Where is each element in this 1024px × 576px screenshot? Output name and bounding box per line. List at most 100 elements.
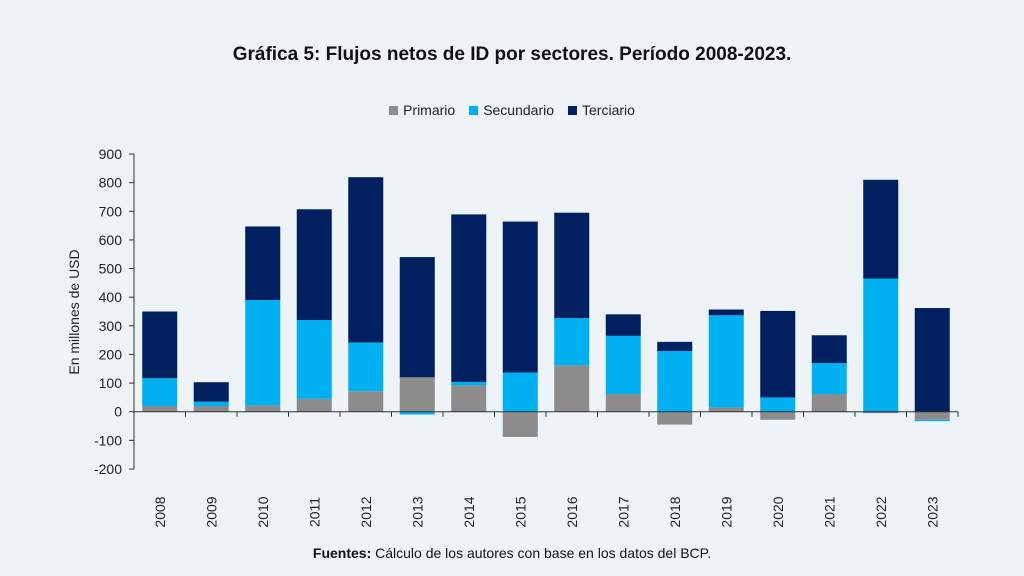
x-tick-label-group: 2013 — [409, 496, 425, 527]
x-tick-label: 2009 — [203, 496, 219, 527]
bar-terciario-2008 — [142, 311, 178, 379]
y-tick-label: 0 — [114, 404, 122, 420]
x-tick-label-group: 2017 — [615, 496, 631, 527]
bar-secundario-2023 — [914, 419, 950, 422]
legend-item-terciario: Terciario — [568, 102, 635, 118]
legend-label-primario: Primario — [403, 102, 456, 118]
y-tick-label: 100 — [99, 375, 123, 391]
x-tick-label-group: 2014 — [461, 496, 477, 527]
bar-terciario-2017 — [605, 314, 641, 336]
bar-terciario-2011 — [296, 209, 332, 321]
y-tick-label: 600 — [99, 232, 123, 248]
legend-swatch-primario — [389, 105, 399, 115]
bar-primario-2010 — [245, 405, 281, 412]
chart-title: Gráfica 5: Flujos netos de ID por sector… — [232, 44, 792, 65]
bar-primario-2011 — [296, 398, 332, 412]
x-tick-label-group: 2021 — [821, 496, 837, 527]
y-tick-label: -200 — [94, 461, 122, 477]
bar-terciario-2014 — [451, 214, 487, 382]
bar-primario-2013 — [399, 377, 435, 412]
bar-primario-2020 — [760, 411, 796, 420]
source-text: Cálculo de los autores con base en los d… — [371, 545, 712, 561]
bar-primario-2009 — [193, 406, 229, 412]
x-tick-label-group: 2016 — [564, 496, 580, 527]
bar-terciario-2009 — [193, 382, 229, 402]
bar-terciario-2020 — [760, 310, 796, 398]
y-tick-label: 200 — [99, 346, 123, 362]
bar-primario-2008 — [142, 406, 178, 412]
bar-secundario-2017 — [605, 335, 641, 394]
bar-primario-2019 — [708, 407, 744, 412]
x-tick-label-group: 2008 — [152, 496, 168, 527]
x-tick-label-group: 2015 — [512, 496, 528, 527]
x-tick-label: 2011 — [306, 497, 322, 527]
x-tick-label: 2014 — [461, 496, 477, 527]
bar-secundario-2014 — [451, 381, 487, 386]
x-tick-label-group: 2022 — [873, 496, 889, 527]
bar-primario-2017 — [605, 393, 641, 412]
bar-secundario-2022 — [863, 278, 899, 412]
bar-secundario-2016 — [554, 318, 590, 366]
bar-secundario-2020 — [760, 397, 796, 412]
y-tick-label: 500 — [99, 261, 123, 277]
y-tick-label: 700 — [99, 203, 123, 219]
bar-terciario-2019 — [708, 309, 744, 316]
bar-terciario-2010 — [245, 226, 281, 301]
bar-secundario-2009 — [193, 401, 229, 406]
bar-primario-2021 — [811, 393, 847, 412]
x-tick-label: 2015 — [512, 496, 528, 527]
y-tick-label: 400 — [99, 289, 123, 305]
x-tick-label-group: 2018 — [667, 496, 683, 527]
x-tick-label-group: 2009 — [203, 496, 219, 527]
legend-label-secundario: Secundario — [483, 102, 555, 118]
bar-secundario-2015 — [502, 372, 538, 412]
bar-primario-2018 — [657, 411, 693, 425]
bar-secundario-2012 — [348, 342, 384, 392]
legend: Primario Secundario Terciario — [0, 102, 1024, 118]
y-tick-label: 300 — [99, 318, 123, 334]
x-tick-label: 2023 — [924, 496, 940, 527]
bars-layer — [142, 177, 950, 437]
x-tick-label-group: 2019 — [718, 496, 734, 527]
x-tick-label: 2012 — [358, 496, 374, 527]
bar-primario-2014 — [451, 385, 487, 412]
y-tick-label: 900 — [99, 146, 123, 162]
bar-primario-2023 — [914, 411, 950, 420]
bar-terciario-2012 — [348, 177, 384, 343]
bar-primario-2022 — [863, 411, 899, 414]
x-tick-label: 2022 — [873, 496, 889, 527]
x-tick-label-group: 2011 — [306, 497, 322, 527]
x-tick-label: 2019 — [718, 496, 734, 527]
x-tick-label: 2016 — [564, 496, 580, 527]
x-tick-label: 2013 — [409, 496, 425, 527]
x-tick-label: 2008 — [152, 496, 168, 527]
bar-primario-2012 — [348, 391, 384, 412]
x-tick-label-group: 2012 — [358, 496, 374, 527]
bar-secundario-2021 — [811, 363, 847, 394]
y-tick-label: 800 — [99, 175, 123, 191]
bar-secundario-2019 — [708, 315, 744, 408]
x-tick-label: 2017 — [615, 496, 631, 527]
x-tick-label-group: 2020 — [770, 496, 786, 527]
ticks-layer: 900 800 700 600 500 400 300 200 100 0 -100 -200 2008… — [94, 146, 959, 528]
bar-secundario-2011 — [296, 320, 332, 399]
bar-terciario-2015 — [502, 221, 538, 373]
legend-swatch-terciario — [568, 105, 578, 115]
bar-terciario-2013 — [399, 257, 435, 378]
x-tick-label-group: 2010 — [255, 496, 271, 527]
bar-secundario-2010 — [245, 300, 281, 406]
source-note: Fuentes: Cálculo de los autores con base… — [0, 545, 1024, 561]
legend-item-primario: Primario — [389, 102, 455, 118]
legend-swatch-secundario — [469, 105, 479, 115]
bar-terciario-2018 — [657, 341, 693, 352]
bar-terciario-2016 — [554, 212, 590, 319]
bar-primario-2016 — [554, 365, 590, 412]
y-tick-label: -100 — [94, 432, 122, 448]
legend-item-secundario: Secundario — [469, 102, 554, 118]
bar-terciario-2022 — [863, 179, 899, 279]
bar-secundario-2018 — [657, 351, 693, 412]
bar-terciario-2021 — [811, 335, 847, 364]
y-axis-title: En millones de USD — [66, 249, 82, 374]
y-axis-title-group: En millones de USD — [66, 249, 82, 374]
